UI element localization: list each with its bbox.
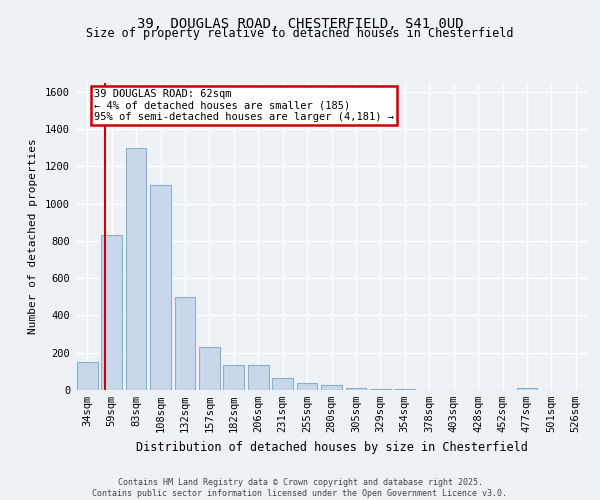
Text: Size of property relative to detached houses in Chesterfield: Size of property relative to detached ho… xyxy=(86,28,514,40)
Bar xyxy=(150,185,171,390)
Bar xyxy=(101,236,122,390)
Bar xyxy=(272,378,293,390)
Bar xyxy=(125,148,146,390)
Bar xyxy=(517,388,538,390)
Bar xyxy=(370,389,391,390)
Bar xyxy=(296,382,317,390)
Bar xyxy=(199,347,220,390)
Y-axis label: Number of detached properties: Number of detached properties xyxy=(28,138,38,334)
X-axis label: Distribution of detached houses by size in Chesterfield: Distribution of detached houses by size … xyxy=(136,440,527,454)
Bar xyxy=(77,362,98,390)
Bar xyxy=(175,297,196,390)
Text: 39 DOUGLAS ROAD: 62sqm
← 4% of detached houses are smaller (185)
95% of semi-det: 39 DOUGLAS ROAD: 62sqm ← 4% of detached … xyxy=(94,89,394,122)
Bar xyxy=(223,365,244,390)
Bar xyxy=(346,388,367,390)
Bar xyxy=(321,386,342,390)
Text: Contains HM Land Registry data © Crown copyright and database right 2025.
Contai: Contains HM Land Registry data © Crown c… xyxy=(92,478,508,498)
Text: 39, DOUGLAS ROAD, CHESTERFIELD, S41 0UD: 39, DOUGLAS ROAD, CHESTERFIELD, S41 0UD xyxy=(137,18,463,32)
Bar xyxy=(248,365,269,390)
